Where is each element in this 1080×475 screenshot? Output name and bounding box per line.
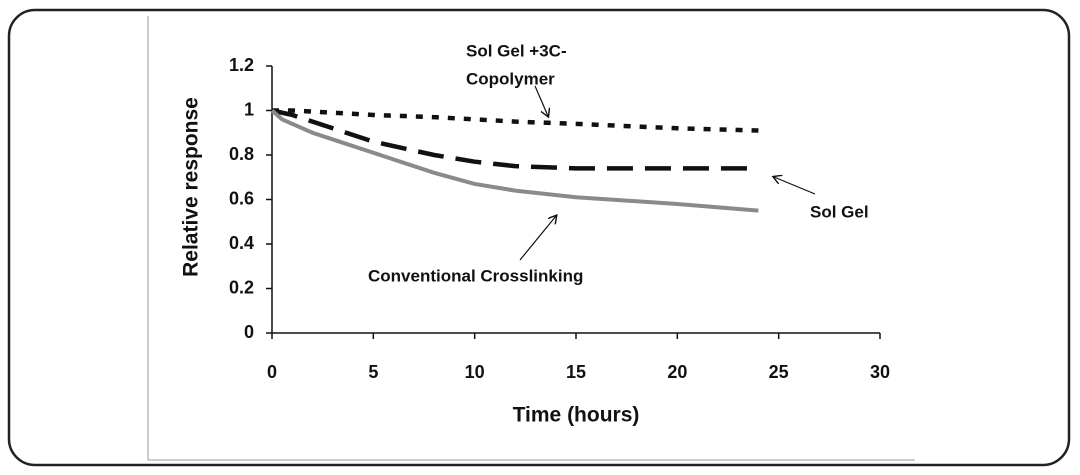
series-line bbox=[270, 108, 759, 213]
arrow bbox=[519, 216, 556, 261]
arrow bbox=[774, 177, 816, 195]
series-line bbox=[271, 108, 759, 171]
x-tick-label: 10 bbox=[465, 362, 485, 382]
annotation: Conventional Crosslinking bbox=[368, 266, 583, 285]
y-tick-label: 0.4 bbox=[229, 233, 254, 253]
y-tick-label: 0.8 bbox=[229, 144, 254, 164]
y-tick-label: 1 bbox=[244, 99, 254, 119]
x-axis-label: Time (hours) bbox=[513, 404, 640, 427]
x-tick-label: 20 bbox=[667, 362, 687, 382]
y-tick-label: 0.2 bbox=[229, 277, 254, 297]
arrow bbox=[534, 85, 548, 116]
annotation: Sol Gel bbox=[810, 202, 869, 221]
x-tick-label: 15 bbox=[566, 362, 586, 382]
annotation: Sol Gel +3C- bbox=[466, 41, 567, 60]
annotation: Copolymer bbox=[466, 69, 555, 88]
frame bbox=[7, 8, 1071, 467]
y-tick-label: 0 bbox=[244, 322, 254, 342]
x-tick-label: 0 bbox=[267, 362, 277, 382]
y-tick-label: 0.6 bbox=[229, 188, 254, 208]
x-tick-label: 30 bbox=[870, 362, 890, 382]
x-tick-label: 5 bbox=[368, 362, 378, 382]
x-tick-label: 25 bbox=[769, 362, 789, 382]
series-line bbox=[272, 108, 759, 133]
y-axis-label: Relative response bbox=[180, 97, 203, 277]
y-tick-label: 1.2 bbox=[229, 55, 254, 75]
